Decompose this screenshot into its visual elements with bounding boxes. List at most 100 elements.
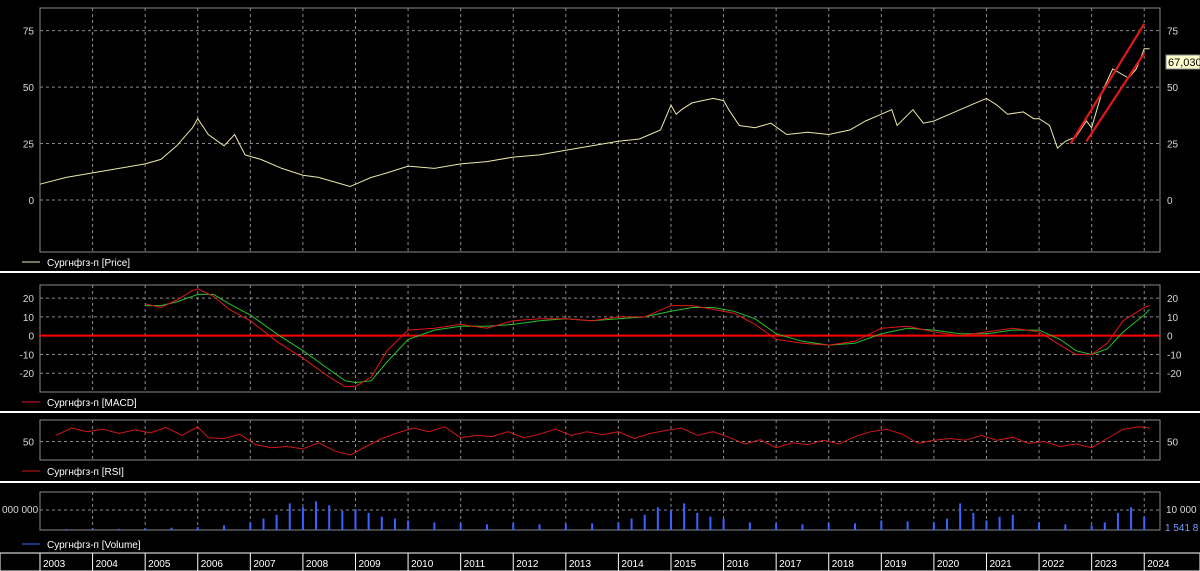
- volume-bar: [301, 507, 304, 530]
- trend-channel-lower: [1085, 52, 1146, 142]
- macd-tick-label-left: -10: [20, 350, 35, 361]
- time-axis-label: 2006: [201, 559, 224, 570]
- macd-tick-label-left: -20: [20, 369, 35, 380]
- trend-channel-upper: [1069, 23, 1146, 145]
- rsi-axis-ticks: 50 50: [23, 438, 1179, 449]
- macd-legend-label: Сургнфгз-п [MACD]: [47, 397, 137, 409]
- volume-panel[interactable]: 000 000 10 000 1 541 8 Сургнфгз-п [Volum…: [2, 501, 1199, 552]
- rsi-panel[interactable]: 50 50 Сургнфгз-п [RSI]: [22, 426, 1179, 478]
- price-series-line: [39, 48, 1150, 188]
- macd-tick-label-right: -20: [1167, 369, 1182, 380]
- volume-bar: [380, 516, 383, 530]
- time-axis-label: 2007: [253, 559, 276, 570]
- volume-bar: [459, 523, 462, 530]
- panel-frame: [39, 491, 1161, 531]
- volume-bar: [932, 522, 935, 530]
- volume-bar: [1064, 524, 1067, 530]
- volume-bar: [748, 522, 751, 530]
- volume-bar: [433, 522, 436, 530]
- volume-bar: [275, 514, 278, 530]
- time-axis-label: 2024: [1147, 559, 1170, 570]
- time-axis-label: 2017: [779, 559, 802, 570]
- time-axis-label: 2005: [148, 559, 171, 570]
- time-axis-label: 2021: [989, 559, 1012, 570]
- volume-bar: [656, 507, 659, 530]
- volume-right-tick: 10 000: [1166, 505, 1197, 516]
- volume-bar: [775, 523, 778, 530]
- volume-bar: [801, 524, 804, 530]
- price-tick-label-right: 75: [1167, 27, 1179, 38]
- volume-bar: [722, 518, 725, 530]
- time-axis-frame: [0, 552, 1200, 571]
- volume-bar: [946, 518, 949, 530]
- macd-panel[interactable]: -20 -20 -10 -10 0 0 10 10 20 20 Сургнфгз-п [MACD]: [20, 288, 1182, 409]
- time-axis-label: 2023: [1095, 559, 1118, 570]
- panel-frame: [39, 419, 1161, 461]
- time-axis-label: 2020: [937, 559, 960, 570]
- volume-legend-label: Сургнфгз-п [Volume]: [47, 539, 141, 551]
- panel-frame: [39, 7, 1161, 253]
- time-axis[interactable]: 2003 2004 2005 2006 2007 2008 2009 2010 2011 2012…: [0, 552, 1200, 571]
- volume-bar: [485, 524, 488, 530]
- price-tick-label-left: 50: [23, 83, 35, 94]
- volume-bar: [341, 511, 344, 530]
- volume-bar: [170, 527, 173, 530]
- time-axis-label: 2022: [1042, 559, 1065, 570]
- volume-bar: [288, 503, 291, 530]
- volume-bar: [117, 528, 120, 530]
- time-axis-label: 2008: [306, 559, 329, 570]
- volume-bar: [854, 523, 857, 530]
- volume-bar: [906, 521, 909, 530]
- macd-tick-label-left: 0: [28, 332, 34, 343]
- time-axis-label: 2004: [96, 559, 119, 570]
- macd-tick-label-right: 0: [1167, 332, 1173, 343]
- price-tick-label-left: 75: [23, 27, 35, 38]
- time-axis-label: 2009: [358, 559, 381, 570]
- time-axis-label: 2011: [464, 559, 486, 570]
- volume-bar: [669, 511, 672, 530]
- price-tick-label-right: 25: [1167, 140, 1179, 151]
- macd-tick-label-right: 20: [1167, 294, 1179, 305]
- macd-axis-ticks: -20 -20 -10 -10 0 0 10 10 20 20: [20, 294, 1182, 380]
- macd-tick-label-right: -10: [1167, 350, 1182, 361]
- volume-bar: [1116, 512, 1119, 530]
- volume-bar: [328, 505, 331, 530]
- volume-bar: [65, 529, 68, 530]
- price-legend-label: Сургнфгз-п [Price]: [47, 257, 130, 269]
- price-tick-label-left: 25: [23, 140, 35, 151]
- macd-tick-label-right: 10: [1167, 313, 1179, 324]
- time-axis-label: 2013: [569, 559, 592, 570]
- volume-bar: [972, 512, 975, 530]
- macd-signal-line: [145, 293, 1150, 384]
- rsi-series-line: [55, 426, 1150, 456]
- time-axis-label: 2014: [621, 559, 644, 570]
- volume-left-tick: 000 000: [2, 505, 39, 516]
- volume-bar: [617, 522, 620, 530]
- volume-bar: [998, 516, 1001, 530]
- volume-bar: [223, 525, 226, 530]
- volume-bar: [880, 520, 883, 530]
- volume-bar: [985, 520, 988, 530]
- time-axis-label: 2010: [411, 559, 434, 570]
- volume-bar: [683, 503, 686, 530]
- volume-bar: [512, 523, 515, 530]
- time-axis-label: 2016: [727, 559, 750, 570]
- panel-frames: [0, 7, 1200, 531]
- time-axis-label: 2012: [516, 559, 539, 570]
- price-tick-label-right: 50: [1167, 83, 1179, 94]
- volume-bar: [1103, 522, 1106, 530]
- volume-bar: [959, 503, 962, 530]
- time-axis-label: 2003: [43, 559, 66, 570]
- volume-last-value-tag: 1 541 8: [1165, 523, 1199, 534]
- volume-bar: [262, 518, 265, 530]
- price-panel[interactable]: 0 0 25 25 50 50 75 75 67,030 Сургнфгз-п [Price]: [22, 23, 1200, 269]
- volume-bar: [696, 512, 699, 530]
- volume-bar: [144, 528, 147, 530]
- volume-bar: [91, 528, 94, 530]
- volume-bar: [564, 524, 567, 530]
- volume-bar: [1143, 516, 1146, 530]
- volume-bars: [65, 501, 1146, 530]
- time-axis-label: 2019: [884, 559, 907, 570]
- volume-bar: [393, 518, 396, 530]
